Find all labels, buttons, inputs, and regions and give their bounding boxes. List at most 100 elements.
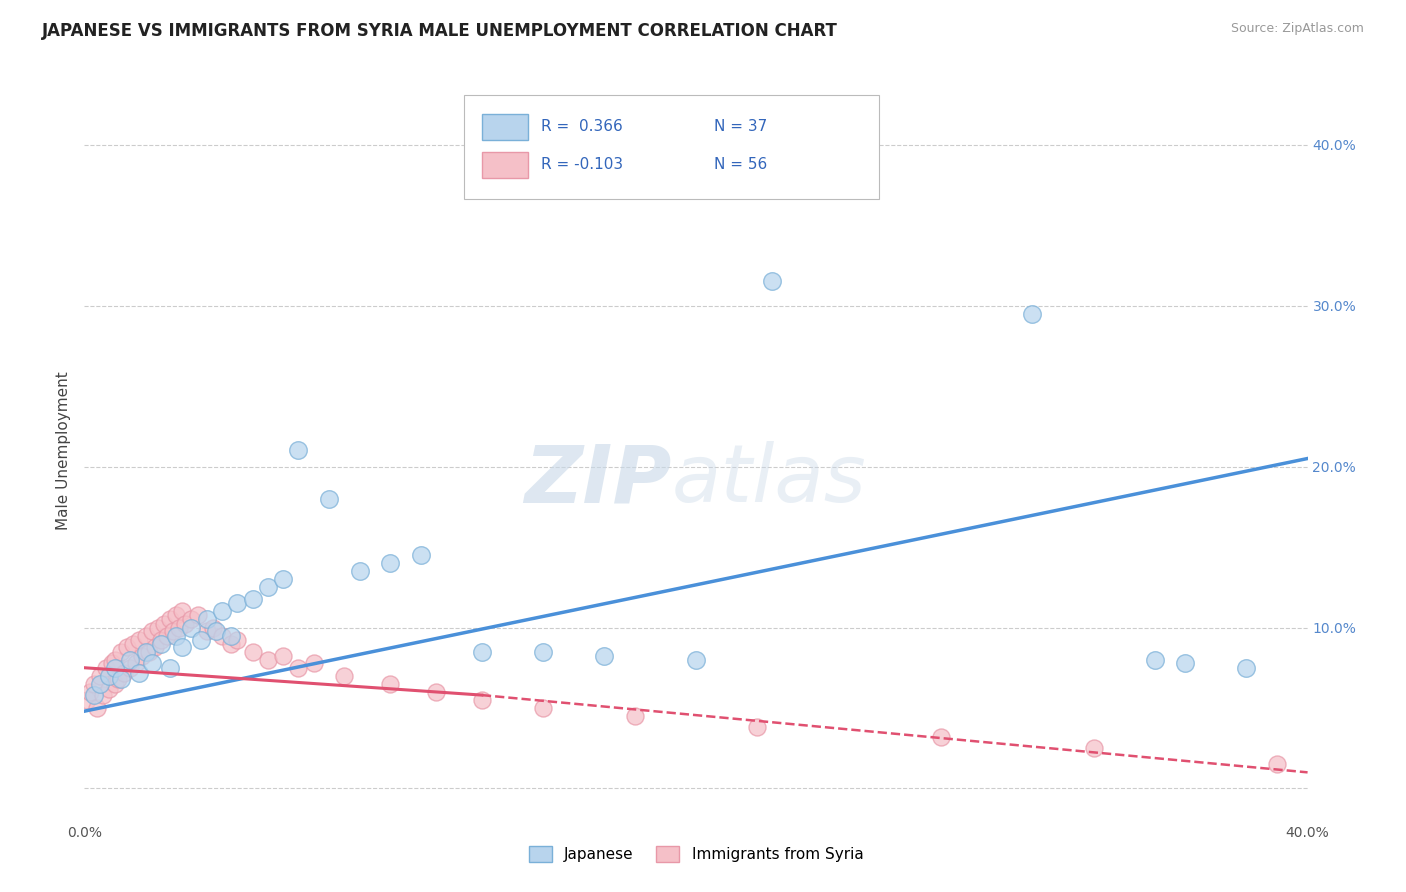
Point — [318, 491, 340, 506]
Text: atlas: atlas — [672, 441, 866, 519]
Point — [159, 612, 181, 626]
Point — [165, 607, 187, 622]
Point — [172, 640, 194, 654]
Point — [122, 637, 145, 651]
Point — [115, 640, 138, 654]
Text: ZIP: ZIP — [524, 441, 672, 519]
Point — [149, 637, 172, 651]
Point — [257, 580, 280, 594]
Point — [190, 633, 212, 648]
FancyBboxPatch shape — [482, 153, 529, 178]
Point — [131, 649, 153, 664]
Point — [271, 572, 294, 586]
Point — [110, 645, 132, 659]
Point — [685, 653, 707, 667]
Text: Source: ZipAtlas.com: Source: ZipAtlas.com — [1230, 22, 1364, 36]
Point — [380, 677, 402, 691]
FancyBboxPatch shape — [464, 95, 880, 199]
Y-axis label: Male Unemployment: Male Unemployment — [56, 371, 72, 530]
Point — [1236, 661, 1258, 675]
Text: N = 56: N = 56 — [714, 157, 768, 172]
Point — [219, 629, 242, 643]
Point — [271, 649, 294, 664]
Point — [104, 661, 127, 675]
Point — [201, 620, 224, 634]
Point — [1265, 757, 1288, 772]
Point — [141, 656, 163, 670]
Point — [101, 656, 124, 670]
Point — [146, 620, 169, 634]
Point — [165, 629, 187, 643]
Point — [1174, 656, 1197, 670]
Point — [97, 681, 120, 696]
Point — [83, 688, 105, 702]
Point — [747, 720, 769, 734]
Point — [120, 653, 142, 667]
Point — [112, 665, 135, 680]
Point — [159, 661, 181, 675]
Point — [349, 564, 371, 578]
Point — [242, 645, 264, 659]
Point — [120, 661, 142, 675]
Point — [79, 685, 101, 699]
Point — [125, 656, 148, 670]
Point — [128, 665, 150, 680]
Point — [153, 617, 176, 632]
Point — [195, 624, 218, 638]
Point — [205, 624, 228, 638]
Point — [242, 591, 264, 606]
Point — [180, 620, 202, 634]
Point — [531, 645, 554, 659]
Point — [257, 653, 280, 667]
Point — [302, 656, 325, 670]
Text: N = 37: N = 37 — [714, 119, 768, 134]
Point — [97, 669, 120, 683]
Point — [83, 677, 105, 691]
Point — [89, 677, 111, 691]
Point — [174, 617, 197, 632]
Point — [425, 685, 447, 699]
Text: R =  0.366: R = 0.366 — [541, 119, 623, 134]
Point — [186, 607, 208, 622]
Point — [162, 624, 184, 638]
Point — [104, 677, 127, 691]
FancyBboxPatch shape — [482, 113, 529, 139]
Point — [1143, 653, 1166, 667]
Point — [1021, 307, 1043, 321]
Point — [929, 730, 952, 744]
Point — [211, 604, 233, 618]
Legend: Japanese, Immigrants from Syria: Japanese, Immigrants from Syria — [523, 840, 869, 869]
Point — [226, 633, 249, 648]
Point — [143, 640, 166, 654]
Point — [409, 548, 432, 562]
Point — [226, 596, 249, 610]
Point — [471, 645, 494, 659]
Point — [135, 629, 157, 643]
Point — [211, 629, 233, 643]
Point — [287, 443, 309, 458]
Point — [89, 669, 111, 683]
Point — [172, 604, 194, 618]
Point — [471, 693, 494, 707]
Point — [138, 645, 160, 659]
Point — [156, 629, 179, 643]
Point — [380, 556, 402, 570]
Text: JAPANESE VS IMMIGRANTS FROM SYRIA MALE UNEMPLOYMENT CORRELATION CHART: JAPANESE VS IMMIGRANTS FROM SYRIA MALE U… — [42, 22, 838, 40]
Point — [107, 672, 129, 686]
Point — [104, 653, 127, 667]
Point — [180, 612, 202, 626]
Point — [135, 645, 157, 659]
Point — [76, 693, 98, 707]
Point — [94, 661, 117, 675]
Point — [167, 620, 190, 634]
Point — [141, 624, 163, 638]
Point — [195, 612, 218, 626]
Point — [91, 688, 114, 702]
Point — [86, 701, 108, 715]
Point — [1083, 741, 1105, 756]
Point — [624, 709, 647, 723]
Point — [219, 637, 242, 651]
Point — [149, 633, 172, 648]
Point — [761, 275, 783, 289]
Point — [128, 633, 150, 648]
